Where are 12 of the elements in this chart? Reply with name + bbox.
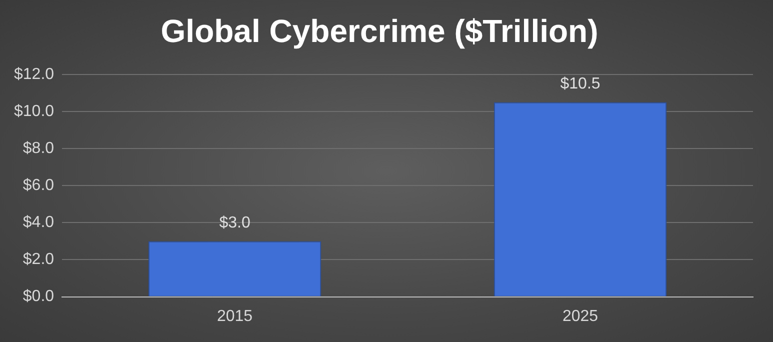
y-tick-label: $0.0 bbox=[22, 288, 54, 306]
y-tick-label: $8.0 bbox=[22, 140, 54, 157]
chart-title: Global Cybercrime ($Trillion) bbox=[160, 13, 598, 50]
x-tick-label: 2015 bbox=[216, 308, 253, 325]
y-tick-label: $4.0 bbox=[22, 214, 54, 232]
data-label: $10.5 bbox=[560, 76, 600, 93]
y-tick-label: $2.0 bbox=[22, 251, 54, 268]
x-tick-label: 2025 bbox=[562, 308, 598, 325]
data-label: $3.0 bbox=[219, 214, 250, 232]
y-tick-label: $10.0 bbox=[14, 102, 54, 120]
y-tick-label: $6.0 bbox=[22, 177, 54, 194]
y-tick-label: $12.0 bbox=[14, 66, 54, 83]
